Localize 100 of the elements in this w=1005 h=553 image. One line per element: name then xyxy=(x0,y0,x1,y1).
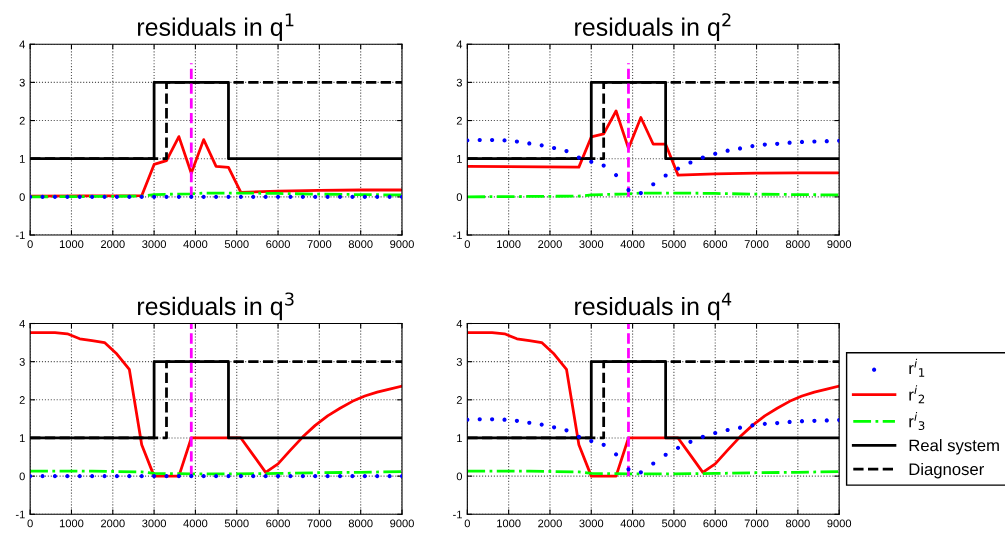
point xyxy=(626,187,631,193)
x-tick-label: 2000 xyxy=(100,240,125,249)
point xyxy=(576,434,581,439)
y-tick-label: -1 xyxy=(453,510,462,519)
point xyxy=(737,425,743,430)
x-tick-label: 9000 xyxy=(390,519,414,528)
x-tick-label: 6000 xyxy=(266,519,290,528)
point xyxy=(837,138,840,143)
x-tick-label: 7000 xyxy=(307,240,332,249)
point xyxy=(824,139,829,144)
y-tick-label: 3 xyxy=(456,78,462,87)
y-tick-label: 1 xyxy=(19,434,25,442)
point xyxy=(576,155,581,160)
line-series xyxy=(30,331,402,478)
y-tick-label: -1 xyxy=(453,231,462,240)
point xyxy=(713,151,718,156)
point xyxy=(514,418,519,423)
point xyxy=(539,422,544,427)
point xyxy=(799,419,805,424)
point xyxy=(490,137,495,143)
point xyxy=(675,445,681,450)
legend-label: r$^{i}$$_{2}$ xyxy=(909,385,925,404)
y-tick-label: -1 xyxy=(15,231,25,240)
x-tick-label: 1000 xyxy=(497,519,521,528)
point xyxy=(799,139,805,145)
point xyxy=(812,418,817,423)
x-tick-label: 5000 xyxy=(224,519,249,528)
point xyxy=(688,439,693,444)
y-tick-label: 4 xyxy=(19,319,25,328)
y-tick-label: 1 xyxy=(457,155,462,163)
x-tick-label: 6000 xyxy=(266,240,290,249)
point xyxy=(613,452,619,457)
point xyxy=(564,428,569,433)
point xyxy=(589,159,594,164)
point xyxy=(539,143,544,148)
x-tick-label: 7000 xyxy=(744,240,769,249)
point xyxy=(775,141,780,146)
point xyxy=(700,434,705,439)
y-tick-label: -1 xyxy=(15,510,25,519)
y-tick-label: 0 xyxy=(19,193,25,201)
y-tick-label: 4 xyxy=(456,319,463,328)
point xyxy=(527,141,532,146)
point xyxy=(601,442,606,447)
chart-title: residuals in q$^{1}$ xyxy=(137,13,294,41)
point xyxy=(762,421,767,426)
x-tick-label: 6000 xyxy=(703,519,728,528)
point xyxy=(713,430,718,436)
point xyxy=(750,144,755,149)
x-tick-label: 0 xyxy=(464,240,470,249)
point xyxy=(638,190,643,196)
y-tick-label: 0 xyxy=(456,193,463,201)
chart-title: residuals in q$^{4}$ xyxy=(575,292,732,321)
x-tick-label: 5000 xyxy=(662,240,686,249)
point xyxy=(651,461,656,466)
x-tick-label: 4000 xyxy=(620,519,645,528)
point xyxy=(502,417,507,422)
point xyxy=(651,182,656,187)
point xyxy=(626,467,631,472)
y-tick-label: 3 xyxy=(456,357,462,366)
point xyxy=(552,145,557,151)
x-tick-label: 1000 xyxy=(59,519,84,528)
x-tick-label: 4000 xyxy=(183,240,208,249)
x-tick-label: 1000 xyxy=(497,240,521,249)
point xyxy=(663,173,668,178)
point xyxy=(750,423,755,428)
x-tick-label: 0 xyxy=(27,519,33,528)
point xyxy=(787,140,792,145)
y-tick-label: 1 xyxy=(19,155,25,163)
x-tick-label: 2000 xyxy=(538,240,562,249)
point xyxy=(824,418,829,423)
x-tick-label: 5000 xyxy=(224,240,249,249)
y-tick-label: 4 xyxy=(19,40,25,49)
x-tick-label: 6000 xyxy=(703,240,728,249)
chart-title: residuals in q$^{3}$ xyxy=(137,292,294,321)
point xyxy=(700,155,705,160)
x-tick-label: 9000 xyxy=(827,519,852,528)
y-tick-label: 2 xyxy=(19,396,25,404)
x-tick-label: 0 xyxy=(27,240,33,249)
point xyxy=(762,142,767,147)
point xyxy=(514,139,519,144)
point xyxy=(663,452,668,457)
point xyxy=(502,138,507,143)
x-tick-label: 7000 xyxy=(744,519,769,528)
x-tick-label: 8000 xyxy=(785,519,810,528)
point xyxy=(725,427,730,433)
y-tick-label: 4 xyxy=(456,40,463,49)
y-tick-label: 3 xyxy=(19,78,25,87)
point xyxy=(725,148,730,153)
point xyxy=(601,163,606,168)
x-tick-label: 4000 xyxy=(620,240,645,249)
point xyxy=(477,137,482,143)
x-tick-label: 3000 xyxy=(579,519,604,528)
point xyxy=(812,139,817,144)
x-tick-label: 9000 xyxy=(827,240,852,249)
x-tick-label: 4000 xyxy=(183,519,208,528)
point xyxy=(775,421,780,426)
point xyxy=(527,420,532,425)
point xyxy=(490,417,495,422)
y-tick-label: 2 xyxy=(456,116,462,125)
x-tick-label: 2000 xyxy=(100,519,125,528)
